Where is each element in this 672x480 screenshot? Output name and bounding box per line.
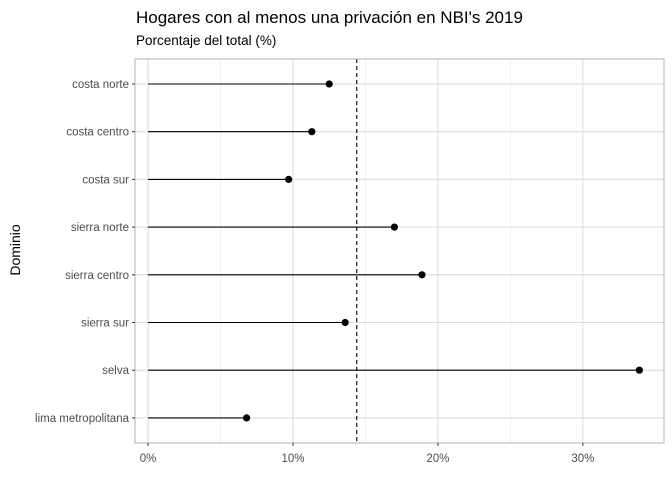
x-tick-label: 0% <box>140 453 157 465</box>
lollipop-point <box>325 80 333 88</box>
lollipop-point <box>390 223 399 231</box>
x-tick-label: 20% <box>426 453 449 465</box>
x-axis: 0% 10% 20% 30% <box>140 443 594 465</box>
lollipop-point <box>418 271 426 279</box>
x-tick-label: 30% <box>571 453 594 465</box>
lollipop-point <box>341 318 349 327</box>
panel-border <box>134 58 665 444</box>
y-tick-label: sierra centro <box>65 270 129 282</box>
y-axis: costa norte costa centro costa sur sierra n… <box>35 79 135 425</box>
x-tick-label: 10% <box>281 453 304 465</box>
grid <box>135 59 664 443</box>
y-axis-title: Dominio <box>7 224 23 276</box>
y-tick-label: selva <box>102 365 129 377</box>
y-tick-label: sierra sur <box>81 318 129 330</box>
lollipop-point <box>285 175 293 183</box>
y-tick-label: costa norte <box>72 79 129 91</box>
chart-subtitle: Porcentaje del total (%) <box>136 33 276 48</box>
y-tick-label: costa sur <box>82 174 129 186</box>
y-tick-label: lima metropolitana <box>35 413 130 425</box>
lollipop-point <box>308 128 316 136</box>
data-marks <box>148 59 643 443</box>
y-tick-label: sierra norte <box>71 222 129 234</box>
y-tick-label: costa centro <box>66 127 129 139</box>
chart-title: Hogares con al menos una privación en NB… <box>136 8 523 27</box>
lollipop-point <box>635 366 643 374</box>
lollipop-point <box>242 414 251 422</box>
